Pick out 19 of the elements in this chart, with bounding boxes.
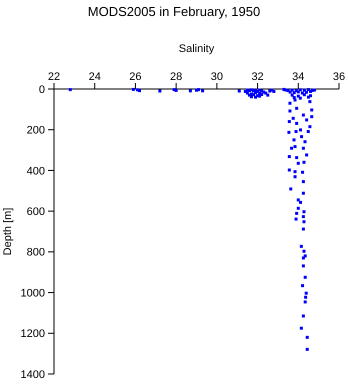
- x-axis-title: Salinity: [178, 43, 215, 55]
- x-tick-label: 30: [210, 71, 223, 83]
- y-tick-label: 1000: [20, 287, 45, 300]
- x-tick-label: 24: [88, 71, 101, 83]
- chart-title: MODS2005 in February, 1950: [88, 4, 260, 19]
- y-tick-label: 600: [26, 206, 45, 218]
- y-tick-label: 1200: [20, 328, 45, 340]
- x-tick-label: 22: [48, 71, 60, 83]
- x-tick-label: 32: [251, 71, 264, 83]
- y-tick-label: 1400: [20, 368, 45, 381]
- y-tick-label: 400: [26, 165, 45, 178]
- x-tick-label: 34: [292, 71, 304, 83]
- y-tick-label: 800: [26, 246, 45, 259]
- y-tick-label: 0: [38, 84, 45, 96]
- x-tick-label: 26: [129, 71, 142, 83]
- x-tick-label: 36: [332, 71, 346, 83]
- y-tick-label: 200: [26, 124, 45, 137]
- y-axis-title: Depth [m]: [2, 208, 14, 256]
- x-tick-label: 28: [170, 71, 182, 83]
